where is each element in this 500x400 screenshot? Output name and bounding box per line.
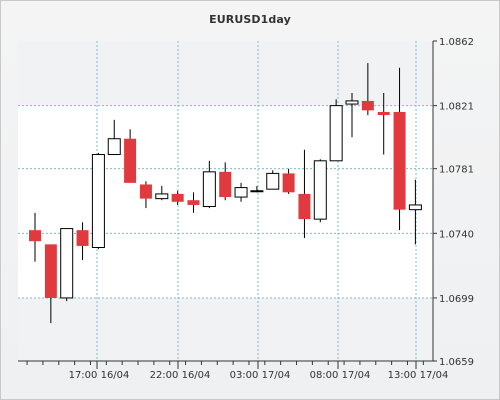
candle-body-bullish xyxy=(345,100,359,105)
candle xyxy=(155,186,169,201)
candles xyxy=(29,63,422,324)
candle xyxy=(76,222,89,261)
candle-body-bullish xyxy=(250,190,264,193)
candle-body-bearish xyxy=(76,230,89,246)
chart-title: EURUSD1day xyxy=(209,13,291,26)
candle-body-bearish xyxy=(187,200,200,205)
candle-body-bearish xyxy=(29,230,41,242)
x-tick-label: 03:00 17/04 xyxy=(230,370,291,381)
candle-body-bullish xyxy=(408,204,422,211)
candle-body-bullish xyxy=(60,228,74,299)
plot-area-band xyxy=(18,105,433,298)
candle xyxy=(187,192,200,213)
candle xyxy=(250,186,264,193)
x-tick-label: 13:00 17/04 xyxy=(388,370,449,381)
y-tick-label: 1.0740 xyxy=(439,229,474,240)
candle-body-bullish xyxy=(202,171,216,208)
candle-body-bullish xyxy=(234,187,248,198)
y-tick-label: 1.0862 xyxy=(439,37,474,48)
candle xyxy=(393,67,406,231)
candle-body-bullish xyxy=(91,153,105,249)
candle xyxy=(234,182,248,202)
x-axis-tick-labels: 17:00 16/04 22:00 16/04 03:00 17/04 08:00 1… xyxy=(26,361,449,381)
y-tick-label: 1.0699 xyxy=(439,294,474,305)
y-tick-label: 1.0821 xyxy=(439,102,474,113)
candle-body-bullish xyxy=(266,172,280,190)
y-axis-tick-labels: 1.0862 1.0821 1.0781 1.0740 1.0699 1.0659 xyxy=(433,37,474,368)
x-tick-label: 22:00 16/04 xyxy=(150,370,211,381)
candle-body-bearish xyxy=(139,184,152,199)
candle xyxy=(266,170,280,190)
candle-body-bearish xyxy=(298,193,311,220)
candle xyxy=(219,162,232,201)
candle-body-bearish xyxy=(393,111,406,210)
candle xyxy=(171,190,184,205)
candle xyxy=(29,212,41,262)
x-tick-label: 17:00 16/04 xyxy=(69,370,130,381)
y-tick-label: 1.0659 xyxy=(439,357,474,368)
candle-body-bullish xyxy=(155,193,169,200)
candle-body-bearish xyxy=(282,173,295,193)
candle-body-bearish xyxy=(219,171,232,198)
candle-body-bullish xyxy=(313,160,327,220)
candle xyxy=(329,99,343,162)
candle-body-bearish xyxy=(44,244,57,298)
candle xyxy=(298,149,311,239)
candle-body-bearish xyxy=(361,100,374,111)
candle xyxy=(202,160,216,209)
axes xyxy=(18,41,434,362)
candle xyxy=(91,152,105,250)
candle-body-bearish xyxy=(377,111,390,116)
candle xyxy=(44,244,57,324)
candle xyxy=(313,159,327,223)
y-tick-label: 1.0781 xyxy=(439,165,474,176)
candle xyxy=(361,63,374,116)
candle-body-bearish xyxy=(171,193,184,202)
x-tick-label: 08:00 17/04 xyxy=(310,370,371,381)
candle-body-bearish xyxy=(124,138,137,183)
candle xyxy=(60,228,74,302)
candle xyxy=(282,168,295,194)
candle xyxy=(408,179,422,245)
candle-body-bullish xyxy=(329,105,343,162)
candle xyxy=(107,119,121,155)
candle xyxy=(377,93,390,155)
candle xyxy=(139,181,152,209)
candle xyxy=(124,129,137,183)
candle xyxy=(345,93,359,138)
candle-body-bullish xyxy=(107,138,121,155)
